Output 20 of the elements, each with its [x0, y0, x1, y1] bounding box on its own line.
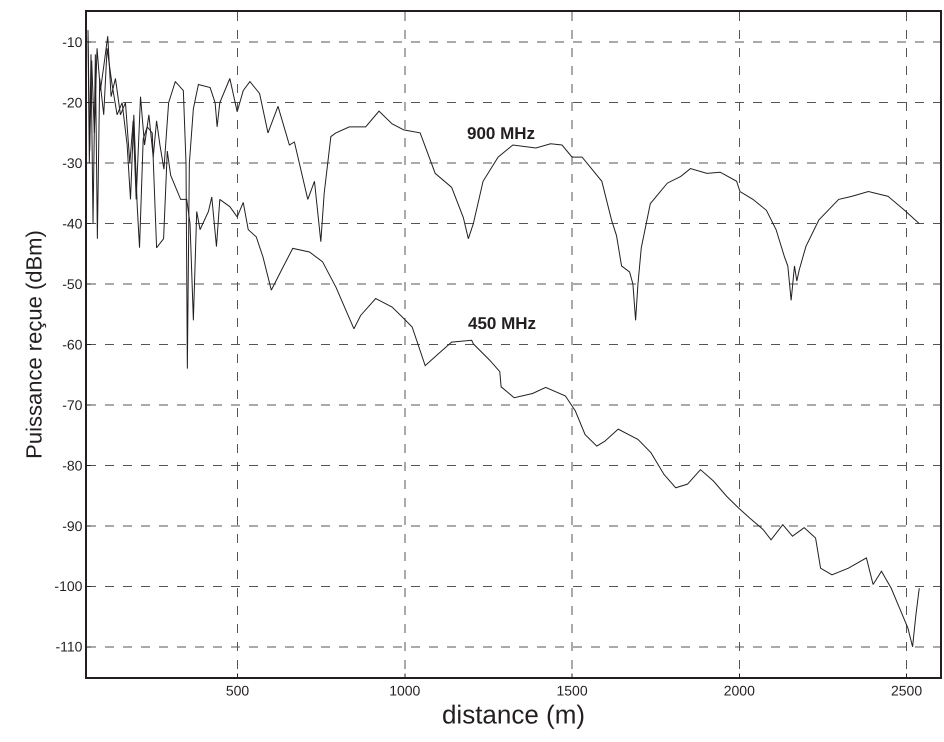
y-tick-label: -110	[55, 638, 83, 655]
y-tick-label: -40	[62, 215, 83, 232]
y-tick-label: -20	[62, 94, 83, 111]
y-tick-label: -70	[62, 396, 83, 413]
x-tick-label: 2000	[724, 682, 756, 699]
annotation: 900 MHz	[467, 124, 536, 143]
y-tick-label: -30	[62, 155, 83, 172]
y-axis-title: Puissance reçue (dBm)	[22, 230, 47, 459]
x-tick-label: 1500	[556, 682, 588, 699]
annotation: 450 MHz	[468, 314, 536, 333]
y-tick-label: -90	[62, 518, 83, 534]
x-tick-label: 2500	[890, 682, 922, 699]
y-tick-label: -100	[54, 578, 83, 594]
y-tick-label: -50	[62, 276, 83, 292]
x-axis-title: distance (m)	[442, 700, 586, 730]
y-tick-label: -80	[62, 457, 83, 474]
x-tick-label: 1000	[389, 682, 421, 699]
y-tick-label: -60	[62, 336, 83, 352]
x-tick-label: 500	[226, 682, 250, 699]
y-tick-label: -10	[62, 34, 83, 50]
